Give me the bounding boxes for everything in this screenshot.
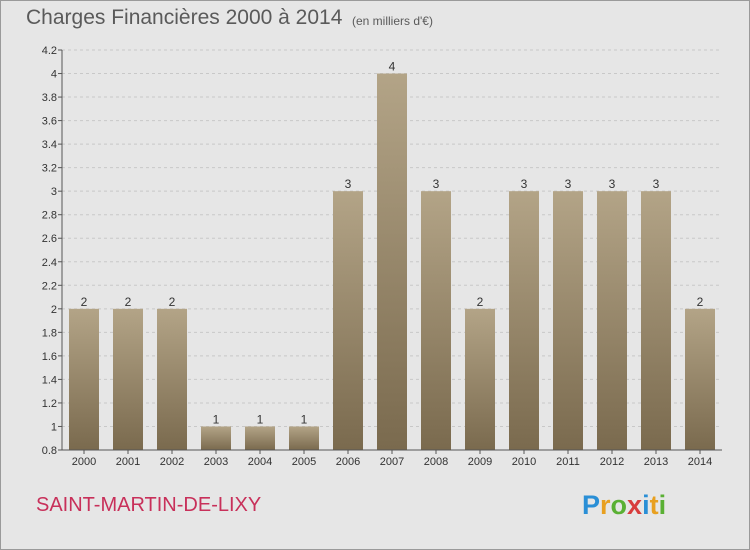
bar <box>553 191 583 451</box>
y-tick-label: 3 <box>51 186 57 198</box>
y-tick-label: 2.6 <box>42 233 57 245</box>
bar <box>377 73 407 450</box>
x-tick-label: 2011 <box>556 456 580 468</box>
bar-value-label: 2 <box>81 295 88 309</box>
x-tick-label: 2005 <box>292 456 316 468</box>
bar <box>685 308 715 450</box>
bar-value-label: 2 <box>477 295 484 309</box>
bar-value-label: 4 <box>389 60 396 74</box>
bar-value-label: 1 <box>213 412 220 426</box>
bar <box>509 191 539 451</box>
x-tick-label: 2001 <box>116 456 140 468</box>
chart-subtitle: (en milliers d'€) <box>352 14 433 28</box>
bar-value-label: 3 <box>433 177 440 191</box>
logo-letter: i <box>658 490 667 520</box>
x-tick-label: 2003 <box>204 456 228 468</box>
y-tick-label: 0.8 <box>42 445 57 457</box>
bar <box>289 426 319 450</box>
x-tick-label: 2004 <box>248 456 272 468</box>
y-tick-label: 2.4 <box>42 257 57 269</box>
bar <box>69 308 99 450</box>
x-tick-label: 2013 <box>644 456 668 468</box>
bar <box>157 308 187 450</box>
bar-value-label: 3 <box>609 177 616 191</box>
bar-value-label: 3 <box>565 177 572 191</box>
logo-letter: t <box>649 490 659 520</box>
bar-value-label: 1 <box>257 412 264 426</box>
y-tick-label: 1.4 <box>42 374 57 386</box>
bar-value-label: 3 <box>345 177 352 191</box>
y-tick-label: 4 <box>51 69 57 81</box>
x-tick-label: 2012 <box>600 456 624 468</box>
bar <box>465 308 495 450</box>
x-tick-label: 2010 <box>512 456 536 468</box>
bar <box>641 191 671 451</box>
y-tick-label: 2 <box>51 304 57 316</box>
bar-value-label: 3 <box>521 177 528 191</box>
x-tick-label: 2006 <box>336 456 360 468</box>
logo-letter: x <box>627 490 643 520</box>
bar <box>597 191 627 451</box>
y-tick-label: 1.8 <box>42 327 57 339</box>
bar-value-label: 3 <box>653 177 660 191</box>
y-tick-label: 3.2 <box>42 163 57 175</box>
x-tick-label: 2007 <box>380 456 404 468</box>
bar <box>201 426 231 450</box>
logo-letter: i <box>642 490 650 520</box>
x-tick-label: 2002 <box>160 456 184 468</box>
y-tick-label: 1.2 <box>42 398 57 410</box>
x-tick-label: 2009 <box>468 456 492 468</box>
y-tick-label: 3.4 <box>42 139 57 151</box>
chart-title: Charges Financières 2000 à 2014 <box>26 6 343 29</box>
proxiti-logo: Proxiti <box>582 490 666 521</box>
x-tick-label: 2000 <box>72 456 96 468</box>
logo-letter: r <box>600 490 611 520</box>
bar <box>333 191 363 451</box>
bar <box>245 426 275 450</box>
bar-value-label: 2 <box>697 295 704 309</box>
commune-name: SAINT-MARTIN-DE-LIXY <box>36 494 262 516</box>
bar-value-label: 2 <box>169 295 176 309</box>
logo-letter: P <box>582 490 601 520</box>
y-tick-label: 1 <box>51 421 57 433</box>
y-tick-label: 2.2 <box>42 280 57 292</box>
y-tick-label: 4.2 <box>42 45 57 57</box>
y-tick-label: 2.8 <box>42 210 57 222</box>
bar-value-label: 2 <box>125 295 132 309</box>
y-tick-label: 1.6 <box>42 351 57 363</box>
logo-letter: o <box>610 490 628 520</box>
y-tick-label: 3.6 <box>42 116 57 128</box>
x-tick-label: 2014 <box>688 456 712 468</box>
bar-value-label: 1 <box>301 412 308 426</box>
bar <box>421 191 451 451</box>
x-tick-label: 2008 <box>424 456 448 468</box>
bar <box>113 308 143 450</box>
y-tick-label: 3.8 <box>42 92 57 104</box>
